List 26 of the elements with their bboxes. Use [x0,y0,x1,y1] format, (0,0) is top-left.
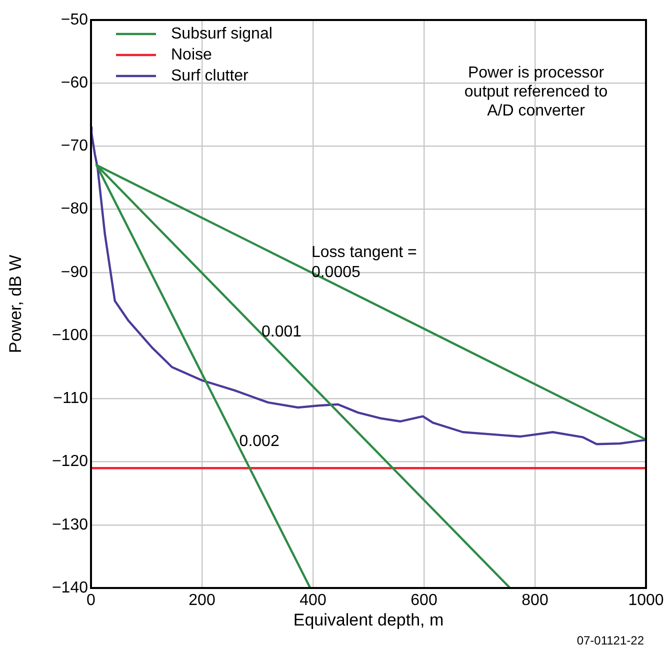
annotation: Loss tangent = 0.0005 [311,244,417,281]
x-axis-title: Equivalent depth, m [293,610,444,630]
y-tick-label: −120 [52,453,88,470]
y-tick-label: −140 [52,579,88,596]
legend-label: Noise [171,46,212,64]
x-tick-label: 600 [410,592,438,610]
annotation: 0.001 [262,323,302,340]
x-tick-label: 200 [188,592,216,610]
y-axis-title: Power, dB W [6,254,25,354]
y-tick-label: −90 [60,264,88,281]
y-tick-label: −60 [60,74,88,92]
y-tick-label: −70 [60,138,88,155]
annotation: 0.002 [239,433,280,450]
text: 07-01121-22 [576,633,644,648]
y-tick-label: −50 [60,11,88,28]
x-tick-label: 400 [300,592,326,610]
y-tick-label: −80 [60,200,88,218]
y-tick-label: −130 [52,516,88,534]
legend-label: Surf clutter [171,67,250,84]
x-tick-label: 0 [86,592,96,610]
x-tick-label: 1000 [628,592,664,610]
legend-label: Subsurf signal [171,25,272,42]
x-tick-label: 800 [522,592,548,610]
annotation: Power is processor output referenced to A/D converter [464,64,608,120]
y-tick-label: −110 [53,390,88,408]
y-tick-label: −100 [52,326,88,344]
